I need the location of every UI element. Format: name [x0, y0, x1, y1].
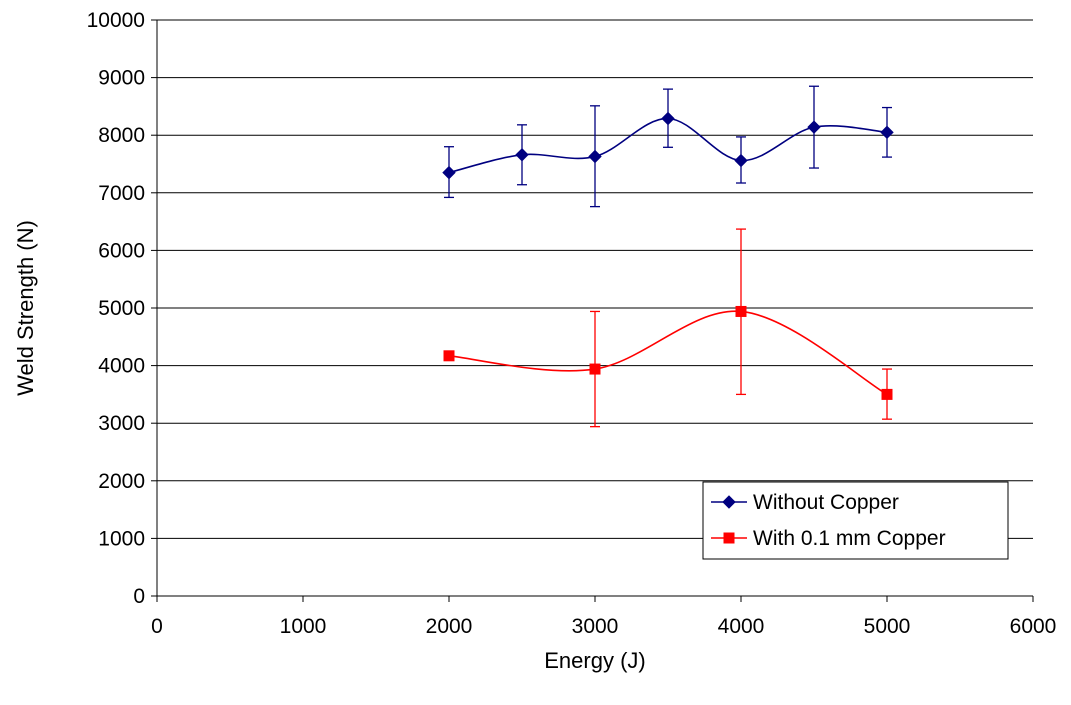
data-point	[881, 388, 893, 400]
data-point	[807, 120, 821, 134]
series-2	[443, 228, 893, 428]
x-tick-label: 1000	[280, 615, 327, 638]
y-tick-label: 8000	[98, 124, 145, 147]
data-point	[661, 111, 675, 126]
series-layer	[442, 85, 894, 428]
y-tick-label: 5000	[98, 297, 145, 320]
y-tick-label: 0	[133, 585, 145, 608]
y-tick-label: 2000	[98, 470, 145, 493]
data-point	[442, 165, 456, 180]
data-point	[588, 149, 602, 164]
legend-item: Without Copper	[711, 491, 899, 514]
y-tick-label: 3000	[98, 412, 145, 435]
data-point	[735, 305, 747, 317]
x-tick-label: 4000	[718, 615, 765, 638]
data-point	[880, 125, 894, 140]
data-point	[734, 153, 748, 168]
y-tick-label: 4000	[98, 355, 145, 378]
y-tick-label: 7000	[98, 182, 145, 205]
data-point	[443, 350, 455, 362]
y-tick-label: 9000	[98, 67, 145, 90]
x-tick-label: 5000	[864, 615, 911, 638]
x-tick-label: 6000	[1010, 615, 1057, 638]
legend-item: With 0.1 mm Copper	[711, 527, 946, 550]
x-tick-label: 2000	[426, 615, 473, 638]
x-axis-title: Energy (J)	[544, 648, 645, 673]
y-tick-label: 10000	[87, 9, 145, 32]
series-line	[448, 310, 888, 396]
legend-marker	[723, 532, 735, 544]
y-tick-label: 1000	[98, 527, 145, 550]
legend-label: Without Copper	[753, 491, 899, 514]
tick-labels: 0 1000 2000 3000 4000 5000 6000 7000 8000 9000 100…	[87, 9, 1057, 638]
x-tick-label: 0	[151, 615, 163, 638]
legend: Without Copper With 0.1 mm Copper	[702, 481, 1009, 560]
legend-marker	[722, 495, 736, 509]
x-tick-label: 3000	[572, 615, 619, 638]
legend-box	[702, 481, 1009, 560]
y-tick-label: 6000	[98, 239, 145, 262]
series-1	[442, 85, 894, 208]
legend-label: With 0.1 mm Copper	[753, 527, 946, 550]
axes	[151, 19, 1034, 602]
gridlines	[157, 19, 1033, 539]
data-point	[515, 148, 529, 162]
y-axis-title: Weld Strength (N)	[13, 220, 38, 396]
data-point	[589, 363, 601, 375]
